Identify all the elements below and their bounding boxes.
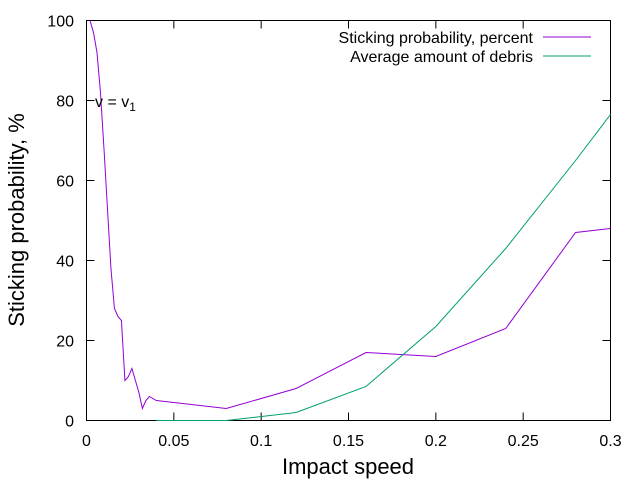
y-tick-label-5: 100: [47, 14, 74, 31]
legend: Sticking probability, percent Average am…: [339, 30, 591, 66]
legend-label-0: Sticking probability, percent: [339, 30, 534, 47]
legend-label-1: Average amount of debris: [350, 49, 533, 66]
x-axis-title: Impact speed: [282, 454, 414, 479]
x-tick-label-1: 0.05: [158, 433, 189, 450]
x-tick-label-5: 0.25: [508, 433, 539, 450]
annotation-v-equals-v1: v = v1: [95, 94, 136, 114]
x-tick-label-2: 0.1: [250, 433, 272, 450]
ticks: [86, 20, 611, 421]
y-tick-label-3: 60: [56, 174, 74, 191]
annotation-subscript: 1: [129, 100, 136, 114]
y-tick-label-0: 0: [65, 414, 74, 431]
x-tick-label-3: 0.15: [333, 433, 364, 450]
x-tick-label-6: 0.3: [599, 433, 621, 450]
plot-frame-group: [86, 20, 611, 421]
x-tick-label-0: 0: [82, 433, 91, 450]
annotation-main-text: v = v: [95, 94, 129, 111]
y-axis-title: Sticking probability, %: [4, 113, 29, 327]
tick-labels: 0 0.05 0.1 0.15 0.2 0.25 0.3 0 20 40 60 80 100: [47, 14, 621, 451]
y-tick-label-4: 80: [56, 94, 74, 111]
series-lines: [89, 20, 611, 421]
series-line-0: [89, 20, 611, 411]
x-tick-label-4: 0.2: [425, 433, 447, 450]
series-line-1: [156, 114, 611, 421]
y-tick-label-1: 20: [56, 334, 74, 351]
y-tick-label-2: 40: [56, 254, 74, 271]
plot-frame: [86, 20, 611, 421]
